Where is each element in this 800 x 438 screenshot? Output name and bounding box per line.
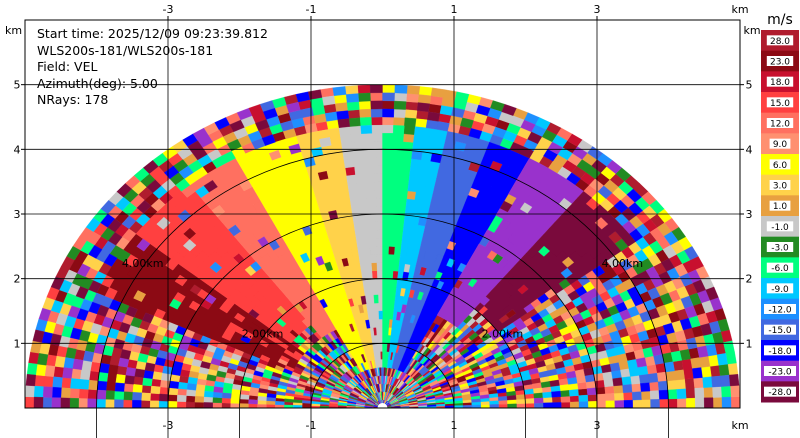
colorbar-label-bg xyxy=(764,324,796,335)
y-tick-label-left: 2 xyxy=(14,273,21,286)
colorbar-tick-label: -6.0 xyxy=(771,264,789,274)
colorbar-tick-label: 15.0 xyxy=(770,99,790,109)
radar-sector xyxy=(25,84,740,408)
grid-lines xyxy=(25,20,740,408)
x-tick-label-top: -3 xyxy=(163,3,174,16)
colorbar-tick-label: -23.0 xyxy=(768,368,792,378)
colorbar-tick-label: 12.0 xyxy=(770,120,790,130)
instrument-label: WLS200s-181/WLS200s-181 xyxy=(37,42,214,58)
colorbar: m/s 28.0 23.0 18.0 15.0 12.0 9.0 6.0 3.0 1.0 -1.0 -… xyxy=(761,12,799,403)
colorbar-title: m/s xyxy=(767,12,793,28)
y-tick-label-left: 3 xyxy=(14,208,21,221)
colorbar-tick-label: -28.0 xyxy=(768,388,792,398)
x-tick-label-top: 1 xyxy=(451,3,458,16)
colorbar-label-bg xyxy=(766,76,794,87)
colorbar-label-bg xyxy=(769,180,791,190)
colorbar-label-bg xyxy=(764,386,796,397)
y-tick-label-left: 1 xyxy=(14,337,21,350)
range-ring-label: 2.00km xyxy=(482,328,524,341)
colorbar-label-bg xyxy=(766,56,794,66)
range-ring-label: 2.00km xyxy=(242,328,284,341)
colorbar-tick-label: 23.0 xyxy=(770,58,790,68)
range-ring-label: 4.00km xyxy=(602,257,644,270)
colorbar-label-bg xyxy=(769,138,791,149)
colorbar-label-bg xyxy=(769,159,791,170)
colorbar-tick-label: 1.0 xyxy=(773,202,788,212)
x-tick-label-bottom: -1 xyxy=(306,419,317,432)
axis-units: km km km km xyxy=(5,3,761,432)
scan-info: Start time: 2025/12/09 09:23:39.812 WLS2… xyxy=(37,26,268,109)
colorbar-tick-label: 9.0 xyxy=(773,140,788,150)
y-tick-label-left: 4 xyxy=(14,143,21,156)
origin-blank xyxy=(377,403,388,408)
colorbar-label-bg xyxy=(766,221,794,232)
x-tick-label-top: 3 xyxy=(594,3,601,16)
axis-unit-label: km xyxy=(731,3,748,16)
colorbar-label-bg xyxy=(769,200,791,211)
colorbar-tick-label: 6.0 xyxy=(773,161,788,171)
axis-ticks: -3 -3 -1 -1 1 1 3 3 1 1 2 2 3 3 4 4 5 5 xyxy=(14,3,753,432)
colorbar-label-bg xyxy=(766,97,794,108)
x-tick-label-top: -1 xyxy=(306,3,317,16)
colorbar-tick-label: -9.0 xyxy=(771,285,789,295)
colorbar-tick-label: 3.0 xyxy=(773,182,788,192)
axis-unit-label: km xyxy=(5,24,22,37)
range-ring-labels: 2.00km 2.00km 4.00km 4.00km xyxy=(122,257,643,340)
field-label: Field: VEL xyxy=(37,59,98,74)
axis-unit-label: km xyxy=(731,419,748,432)
colorbar-label-bg xyxy=(764,304,796,314)
x-tick-label-bottom: 1 xyxy=(451,419,458,432)
colorbar-tick-label: 28.0 xyxy=(770,37,790,47)
colorbar-tick-label: -3.0 xyxy=(771,244,789,254)
azimuth-label: Azimuth(deg): 5.00 xyxy=(37,75,158,91)
colorbar-tick-label: -18.0 xyxy=(768,347,792,357)
colorbar-label-bg xyxy=(764,366,796,376)
colorbar-label-bg xyxy=(766,262,794,273)
nrays-label: NRays: 178 xyxy=(37,92,109,107)
y-tick-label-right: 5 xyxy=(746,79,753,92)
colorbar-label-bg xyxy=(766,242,794,252)
colorbar-tick-label: -1.0 xyxy=(771,223,789,233)
axis-unit-label: km xyxy=(743,24,760,37)
colorbar-tick-label: 18.0 xyxy=(770,78,790,88)
y-tick-label-right: 1 xyxy=(746,337,753,350)
y-tick-label-right: 2 xyxy=(746,273,753,286)
colorbar-tick-label: -15.0 xyxy=(768,326,792,336)
y-tick-label-right: 4 xyxy=(746,143,753,156)
y-tick-label-right: 3 xyxy=(746,208,753,221)
colorbar-label-bg xyxy=(766,118,794,128)
colorbar-label-bg xyxy=(766,35,794,46)
y-tick-label-left: 5 xyxy=(14,79,21,92)
colorbar-tick-label: -12.0 xyxy=(768,306,792,316)
colorbar-label-bg xyxy=(764,345,796,356)
range-ring-label: 4.00km xyxy=(122,257,164,270)
colorbar-label-bg xyxy=(766,283,794,294)
x-tick-label-bottom: -3 xyxy=(163,419,174,432)
start-time-label: Start time: 2025/12/09 09:23:39.812 xyxy=(37,26,268,41)
x-tick-label-bottom: 3 xyxy=(594,419,601,432)
